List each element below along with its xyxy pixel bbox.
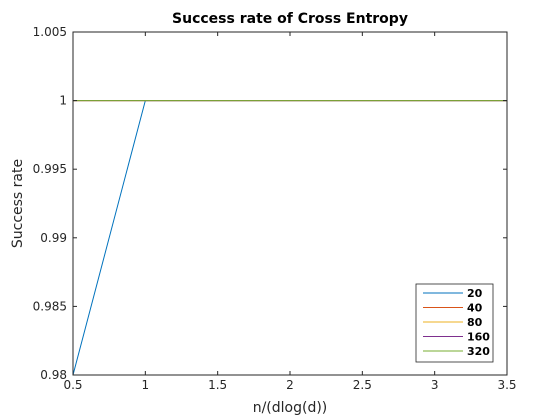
legend-label-320: 320 — [467, 345, 490, 358]
x-axis-label: n/(dlog(d)) — [253, 400, 328, 416]
legend-label-20: 20 — [467, 287, 483, 300]
x-tick-label: 3.5 — [497, 378, 516, 392]
legend-label-80: 80 — [467, 316, 483, 329]
x-tick-label: 1 — [142, 378, 150, 392]
x-tick-label: 3 — [431, 378, 439, 392]
y-tick-label: 1 — [59, 94, 67, 108]
y-tick-label: 0.985 — [33, 299, 67, 313]
y-tick-label: 0.99 — [40, 231, 67, 245]
legend-label-40: 40 — [467, 302, 483, 315]
x-tick-label: 1.5 — [208, 378, 227, 392]
ticks-layer: 0.5 1 1.5 2 2.5 3 3.5 0.98 0.985 0.99 0.995 1 1.005 — [33, 25, 517, 392]
legend-label-160: 160 — [467, 331, 490, 344]
legend-box — [415, 283, 494, 363]
y-tick-label: 0.98 — [40, 368, 67, 382]
y-tick-label: 1.005 — [33, 25, 67, 39]
chart-title: Success rate of Cross Entropy — [172, 11, 408, 27]
x-tick-label: 2.5 — [353, 378, 372, 392]
y-tick-label: 0.995 — [33, 162, 67, 176]
series-layer — [72, 100, 507, 376]
x-tick-label: 0.5 — [63, 378, 82, 392]
y-axis-label: Success rate — [10, 159, 26, 248]
x-tick-label: 2 — [286, 378, 294, 392]
